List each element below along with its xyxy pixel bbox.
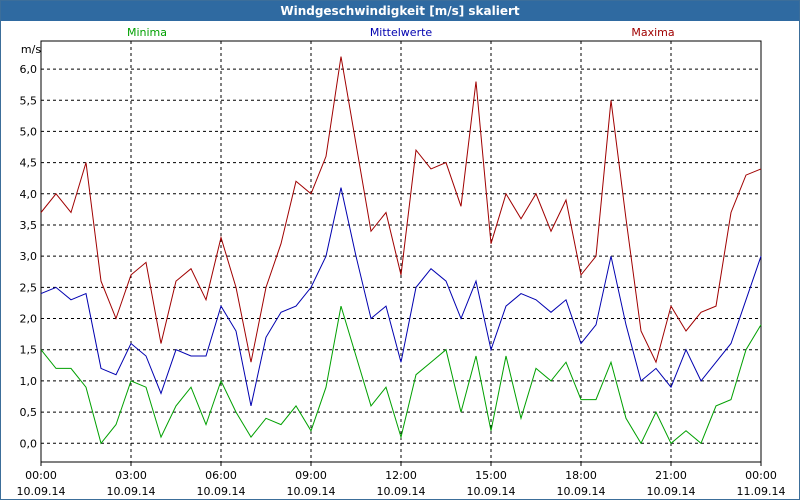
x-tick-date: 11.09.14 — [737, 485, 786, 498]
y-tick-label: 3,5 — [20, 219, 38, 232]
series-line-minima — [40, 305, 762, 445]
x-tick-time: 06:00 — [205, 469, 237, 482]
y-tick-label: 2,0 — [20, 313, 38, 326]
y-tick-label: 4,5 — [20, 157, 38, 170]
x-tick-time: 03:00 — [115, 469, 147, 482]
y-tick-label: 6,0 — [20, 63, 38, 76]
legend-minima: Minima — [127, 26, 167, 39]
x-tick-time: 09:00 — [295, 469, 327, 482]
x-tick-time: 00:00 — [745, 469, 777, 482]
y-tick-label: 1,0 — [20, 375, 38, 388]
series-line-maxima — [40, 56, 762, 364]
x-tick-date: 10.09.14 — [647, 485, 696, 498]
chart-title: Windgeschwindigkeit [m/s] skaliert — [1, 1, 799, 21]
x-tick-date: 10.09.14 — [467, 485, 516, 498]
y-tick-label: 0,5 — [20, 406, 38, 419]
x-tick-date: 10.09.14 — [197, 485, 246, 498]
x-tick-time: 21:00 — [655, 469, 687, 482]
y-tick-label: 2,5 — [20, 281, 38, 294]
x-tick-date: 10.09.14 — [17, 485, 66, 498]
x-tick-time: 12:00 — [385, 469, 417, 482]
x-tick-time: 18:00 — [565, 469, 597, 482]
x-tick-date: 10.09.14 — [377, 485, 426, 498]
y-tick-label: 0,0 — [20, 437, 38, 450]
y-tick-label: 4,0 — [20, 188, 38, 201]
legend-maxima: Maxima — [631, 26, 674, 39]
x-tick-time: 15:00 — [475, 469, 507, 482]
y-tick-label: 5,0 — [20, 125, 38, 138]
y-tick-label: 5,5 — [20, 94, 38, 107]
x-tick-date: 10.09.14 — [107, 485, 156, 498]
x-tick-date: 10.09.14 — [287, 485, 336, 498]
y-tick-label: 1,5 — [20, 344, 38, 357]
y-axis-label: m/s — [21, 43, 41, 56]
legend-mittelwerte: Mittelwerte — [370, 26, 433, 39]
x-tick-date: 10.09.14 — [557, 485, 606, 498]
y-tick-label: 3,0 — [20, 250, 38, 263]
x-tick-time: 00:00 — [25, 469, 57, 482]
series-line-mittelwerte — [40, 187, 762, 407]
